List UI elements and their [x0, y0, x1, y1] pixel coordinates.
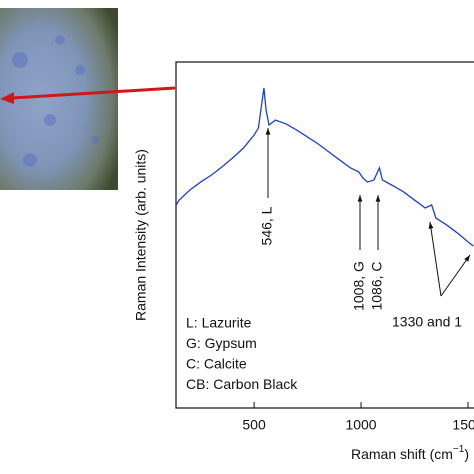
annotation: 1008, G [351, 261, 367, 311]
legend-text: L: Lazurite [186, 315, 252, 331]
annotation: 1330 and 1 [392, 314, 462, 330]
annotation: 1086, C [369, 261, 385, 310]
annotation-arrow-head [428, 222, 434, 229]
x-tick-label: 1500 [452, 417, 474, 433]
image-texture [12, 35, 99, 167]
annotation-arrow [440, 254, 471, 297]
legend-text: G: Gypsum [186, 335, 257, 351]
pointer-arrow-head [0, 92, 14, 104]
annotation-arrow-head [375, 195, 381, 202]
annotation: 546, L [259, 206, 275, 245]
spectrum-line [175, 87, 474, 247]
pointer-arrow [11, 86, 176, 100]
legend-text: C: Calcite [186, 356, 247, 372]
x-axis-label: Raman shift (cm−1) [351, 444, 469, 462]
x-tick-label: 500 [242, 417, 266, 433]
annotation-arrow-head [357, 195, 363, 202]
annotation-arrow [429, 221, 442, 297]
plot-frame [175, 61, 474, 409]
annotation-arrow-head [464, 255, 470, 262]
y-axis-label: Raman Intensity (arb. units) [133, 149, 149, 321]
x-tick-label: 1000 [345, 417, 376, 433]
annotation-arrow-head [265, 128, 271, 135]
legend-text: CB: Carbon Black [186, 376, 298, 392]
